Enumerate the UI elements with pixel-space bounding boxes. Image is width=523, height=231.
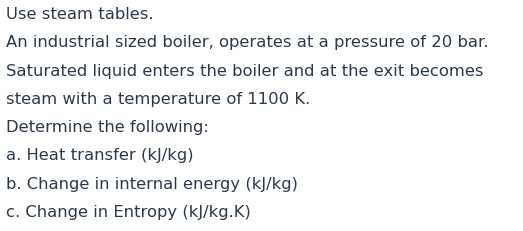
Text: b. Change in internal energy (kJ/kg): b. Change in internal energy (kJ/kg) [6,176,298,191]
Text: Saturated liquid enters the boiler and at the exit becomes: Saturated liquid enters the boiler and a… [6,63,484,78]
Text: c. Change in Entropy (kJ/kg.K): c. Change in Entropy (kJ/kg.K) [6,204,251,219]
Text: steam with a temperature of 1100 K.: steam with a temperature of 1100 K. [6,91,311,106]
Text: a. Heat transfer (kJ/kg): a. Heat transfer (kJ/kg) [6,148,194,163]
Text: An industrial sized boiler, operates at a pressure of 20 bar.: An industrial sized boiler, operates at … [6,35,489,50]
Text: Determine the following:: Determine the following: [6,120,209,135]
Text: Use steam tables.: Use steam tables. [6,7,154,22]
